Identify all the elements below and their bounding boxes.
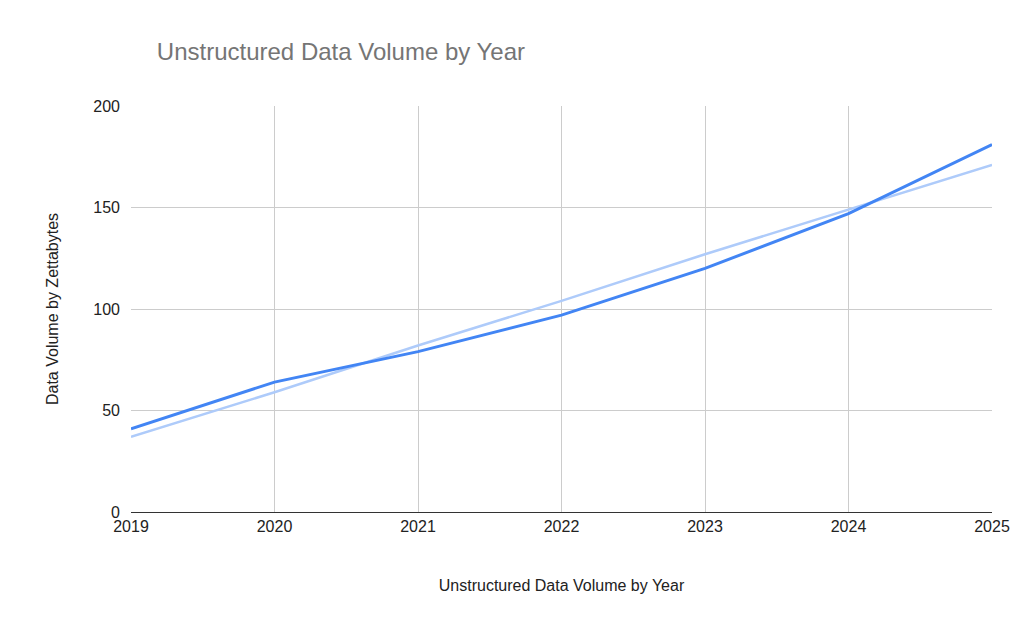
svg-text:200: 200 bbox=[93, 98, 120, 115]
svg-text:2019: 2019 bbox=[113, 518, 149, 535]
svg-text:Data Volume by Zettabytes: Data Volume by Zettabytes bbox=[44, 213, 61, 405]
svg-text:2022: 2022 bbox=[544, 518, 580, 535]
svg-text:2024: 2024 bbox=[831, 518, 867, 535]
svg-text:Unstructured Data Volume by Ye: Unstructured Data Volume by Year bbox=[157, 38, 525, 65]
svg-text:2021: 2021 bbox=[400, 518, 436, 535]
svg-text:2025: 2025 bbox=[974, 518, 1010, 535]
svg-text:0: 0 bbox=[111, 504, 120, 521]
svg-text:2023: 2023 bbox=[687, 518, 723, 535]
svg-text:150: 150 bbox=[93, 199, 120, 216]
svg-text:2020: 2020 bbox=[257, 518, 293, 535]
svg-text:50: 50 bbox=[102, 402, 120, 419]
svg-text:100: 100 bbox=[93, 301, 120, 318]
svg-text:Unstructured Data Volume by Ye: Unstructured Data Volume by Year bbox=[439, 577, 685, 594]
